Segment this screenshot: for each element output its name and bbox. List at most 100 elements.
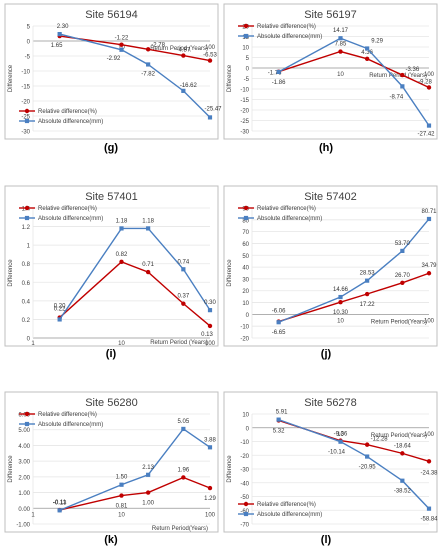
x-tick-label: 10 (337, 318, 344, 324)
data-label: 1.29 (204, 496, 216, 502)
data-label: 14.17 (333, 28, 349, 34)
y-axis-title: Difference (227, 259, 233, 287)
data-label: 0.37 (178, 294, 190, 300)
data-point (119, 47, 124, 52)
legend-label: Absolute difference(mm) (38, 216, 103, 222)
y-tick-label: -70 (240, 523, 249, 529)
data-label: -7.82 (141, 71, 155, 77)
y-tick-label: 0 (246, 426, 250, 432)
x-tick-label: 100 (205, 45, 216, 51)
data-point (146, 62, 151, 67)
data-label: -25.47 (204, 106, 222, 112)
data-label: 0.13 (201, 332, 213, 338)
data-point (207, 445, 213, 450)
legend-entry-absolute: Absolute difference(mm) (19, 215, 103, 222)
y-tick-label: 0.8 (22, 262, 31, 268)
data-point (400, 248, 405, 253)
data-point (181, 88, 186, 93)
y-tick-label: 0.4 (22, 299, 31, 305)
chart-panel-h: Site 5619720151050-5-10-15-20-25-3010100… (223, 3, 438, 140)
y-tick-label: -40 (240, 481, 249, 487)
data-label: 5.91 (276, 410, 288, 416)
data-point (400, 478, 405, 483)
data-point (426, 85, 432, 90)
legend-entry-absolute: Absolute difference(mm) (238, 215, 322, 222)
chart-panel-i: Site 574011.41.210.80.60.40.20110100Diff… (4, 185, 219, 347)
y-tick-label: 6.00 (18, 413, 30, 419)
y-axis-title: Difference (8, 64, 14, 92)
data-label: -1.22 (115, 36, 129, 42)
legend-swatch-marker (24, 215, 30, 221)
data-point (400, 84, 405, 89)
data-label: -6.06 (272, 309, 286, 315)
data-label: 17.22 (360, 302, 376, 308)
legend-label: Relative difference(%) (257, 206, 316, 212)
legend-swatch-marker (243, 501, 249, 507)
data-point (365, 454, 370, 459)
panel-frame (223, 185, 438, 347)
legend-label: Absolute difference(mm) (257, 512, 322, 518)
y-tick-label: 60 (242, 242, 249, 248)
series-absolute: -1.86 14.17 9.29 -8.74 -27.42 (272, 28, 435, 137)
y-tick-label: 10 (242, 301, 249, 307)
data-label: -12.28 (371, 437, 389, 443)
data-label: -16.62 (180, 83, 198, 89)
data-point (119, 226, 124, 231)
y-tick-label: 30 (242, 277, 249, 283)
data-label: -38.52 (394, 489, 412, 495)
data-label: -20.95 (359, 465, 377, 471)
legend-label: Absolute difference(mm) (38, 119, 103, 125)
data-point (426, 459, 432, 464)
y-tick-label: 1.00 (18, 491, 30, 497)
x-axis-title: Return Period(Years) (371, 319, 427, 325)
legend-entry-relative: Relative difference(%) (238, 501, 316, 508)
y-tick-label: 0 (246, 313, 250, 319)
data-label: -1.76 (268, 71, 282, 77)
legend-label: Absolute difference(mm) (38, 422, 103, 428)
y-tick-label: -5 (244, 77, 250, 83)
data-label: 5.05 (178, 419, 190, 425)
y-tick-label: 10 (242, 413, 249, 419)
series-relative: -1.76 7.85 4.36 -3.36 -9.28 (268, 42, 432, 90)
legend-label: Relative difference(%) (38, 206, 97, 212)
y-tick-label: 10 (242, 46, 249, 52)
data-point (207, 485, 213, 491)
y-axis-title: Difference (227, 455, 233, 483)
x-axis-title: Return Period (Years) (150, 340, 208, 346)
panel-caption: (i) (106, 348, 117, 360)
data-point (57, 32, 62, 37)
data-label: 5.32 (273, 428, 285, 434)
data-label: 80.71 (421, 209, 437, 215)
data-point (338, 49, 343, 54)
y-tick-label: -30 (21, 130, 30, 136)
y-tick-label: 70 (242, 230, 249, 236)
data-label: 1.18 (142, 218, 154, 224)
data-label: 0.30 (204, 300, 216, 306)
panel-caption: (j) (321, 348, 332, 360)
data-label: -4.87 (177, 48, 191, 54)
chart-title: Site 56194 (85, 9, 138, 21)
legend-entry-relative: Relative difference(%) (238, 23, 316, 30)
legend-swatch-marker (24, 411, 30, 417)
data-label: 3.88 (204, 437, 216, 443)
data-point (119, 493, 124, 498)
data-label: 1.65 (51, 43, 63, 49)
data-point (426, 271, 432, 276)
y-tick-label: 0 (27, 40, 31, 46)
x-tick-label: 10 (337, 432, 344, 438)
legend-swatch-marker (243, 215, 249, 221)
data-label: 34.79 (421, 263, 437, 269)
x-tick-label: 1 (31, 512, 35, 518)
series-absolute: -0.13 1.50 2.13 5.05 3.88 (53, 419, 216, 513)
data-point (338, 439, 343, 444)
x-axis-title: Return Period(Years) (371, 433, 427, 439)
legend-swatch-marker (24, 118, 30, 124)
data-label: 28.53 (360, 271, 376, 277)
legend-swatch-marker (243, 511, 249, 517)
series-absolute: 0.20 1.18 1.18 0.74 0.30 (54, 218, 216, 322)
legend-label: Absolute difference(mm) (257, 216, 322, 222)
y-tick-label: -25 (240, 119, 249, 125)
data-label: -9.36 (334, 432, 348, 438)
data-point (364, 442, 370, 447)
